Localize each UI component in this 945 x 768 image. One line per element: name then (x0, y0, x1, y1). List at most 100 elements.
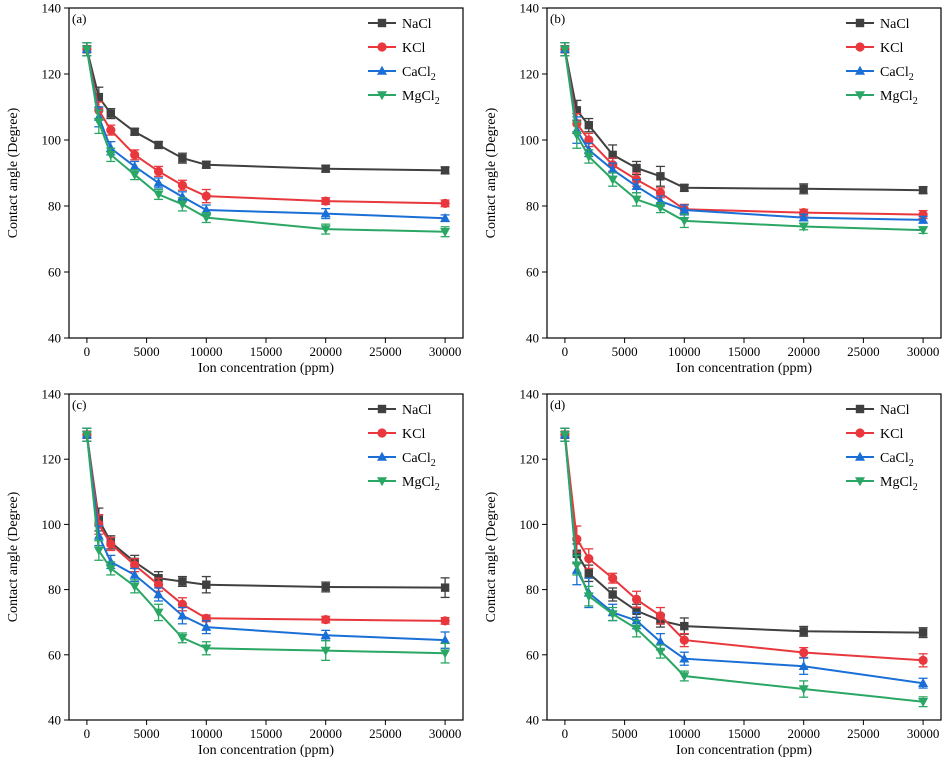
x-axis-title: Ion concentration (ppm) (198, 361, 334, 376)
data-point (798, 661, 809, 671)
data-point (93, 118, 104, 128)
data-point (320, 225, 331, 235)
data-point (918, 214, 929, 224)
data-point (94, 92, 104, 102)
data-point (177, 599, 188, 609)
y-axis-title: Contact angle (Degree) (484, 107, 499, 238)
data-point (918, 628, 928, 637)
legend-label: CaCl2 (402, 65, 436, 83)
data-point (106, 109, 115, 118)
data-point (153, 608, 164, 618)
data-point (129, 569, 140, 579)
data-point (153, 190, 164, 200)
data-point (584, 569, 593, 578)
y-tick-label: 80 (526, 582, 539, 597)
x-tick-label: 30000 (907, 344, 940, 359)
legend-marker (855, 477, 865, 487)
legend-marker (855, 404, 865, 414)
legend-label: MgCl2 (880, 89, 918, 107)
chart-panel-b: 0 5000 10000 15000 20000 25000 30000 40 60 80 100 1… (484, 1, 942, 376)
data-point (608, 590, 617, 599)
x-axis-title: Ion concentration (ppm) (198, 743, 334, 758)
data-point (655, 611, 666, 621)
data-point (321, 614, 331, 625)
data-point (129, 161, 140, 171)
x-tick-label: 20000 (309, 726, 342, 741)
x-tick-label: 25000 (369, 344, 402, 359)
series-line (85, 49, 446, 172)
data-point (559, 430, 570, 440)
data-point (153, 177, 164, 187)
data-point (918, 185, 928, 195)
legend-marker (377, 477, 387, 487)
series-line (85, 49, 446, 220)
data-point (202, 160, 211, 169)
y-tick-label: 100 (520, 133, 540, 148)
x-tick-label: 0 (562, 726, 569, 741)
x-tick-label: 30000 (429, 726, 462, 741)
legend-label: KCl (402, 41, 425, 56)
x-tick-label: 25000 (847, 344, 880, 359)
data-point (320, 646, 331, 656)
data-point (798, 212, 809, 222)
x-tick-label: 0 (562, 344, 569, 359)
x-tick-label: 30000 (429, 344, 462, 359)
data-point (631, 624, 642, 634)
data-point (680, 183, 689, 193)
y-tick-label: 120 (520, 67, 540, 82)
data-point (177, 180, 188, 190)
data-point (321, 164, 330, 173)
data-point (201, 644, 212, 654)
y-tick-label: 100 (42, 133, 62, 148)
data-point (798, 685, 809, 695)
legend: NaCl KCl CaCl2 MgCl2 (846, 17, 918, 107)
data-point (631, 594, 642, 604)
data-point (321, 582, 330, 592)
legend-label: NaCl (880, 403, 910, 418)
data-point (631, 615, 642, 625)
y-axis-title: Contact angle (Degree) (6, 107, 21, 238)
data-point (201, 621, 212, 631)
data-point (130, 127, 139, 136)
data-point (679, 635, 689, 645)
data-point (105, 151, 116, 161)
panel-label: (a) (72, 11, 86, 26)
series-cacl2 (81, 427, 451, 649)
legend-label: KCl (880, 41, 903, 56)
series-line (85, 49, 446, 233)
y-tick-label: 140 (42, 1, 62, 16)
data-point (655, 647, 666, 657)
panel-label: (d) (550, 397, 565, 412)
data-point (918, 677, 929, 687)
y-tick-label: 40 (526, 331, 539, 346)
data-point (321, 196, 331, 206)
legend-label: CaCl2 (880, 451, 914, 469)
y-tick-label: 40 (48, 331, 61, 346)
chart-panel-d: 0 5000 10000 15000 20000 25000 30000 40 60 80 100 1… (484, 387, 942, 758)
data-point (177, 610, 188, 620)
legend-label: MgCl2 (402, 89, 440, 107)
series-line (563, 49, 924, 221)
data-point (93, 530, 104, 540)
data-point (584, 135, 594, 145)
y-tick-label: 80 (526, 199, 539, 214)
legend-marker (377, 428, 387, 438)
series-nacl (560, 427, 928, 639)
x-tick-label: 5000 (134, 726, 160, 741)
data-point (177, 200, 188, 210)
data-point (680, 621, 689, 631)
y-tick-label: 120 (42, 452, 62, 467)
legend-marker (377, 91, 387, 101)
data-point (202, 580, 211, 589)
series-mgcl2 (81, 427, 451, 664)
data-point (201, 204, 212, 214)
data-point (608, 573, 618, 583)
plot-frame (68, 7, 464, 339)
chart-panel-a: 0 5000 10000 15000 20000 25000 30000 40 60 80 100 1… (6, 1, 464, 376)
x-axis-title: Ion concentration (ppm) (676, 743, 812, 758)
data-point (153, 166, 164, 176)
x-tick-label: 10000 (668, 344, 701, 359)
x-tick-label: 25000 (369, 726, 402, 741)
legend-label: KCl (880, 427, 903, 442)
data-point (799, 184, 808, 194)
